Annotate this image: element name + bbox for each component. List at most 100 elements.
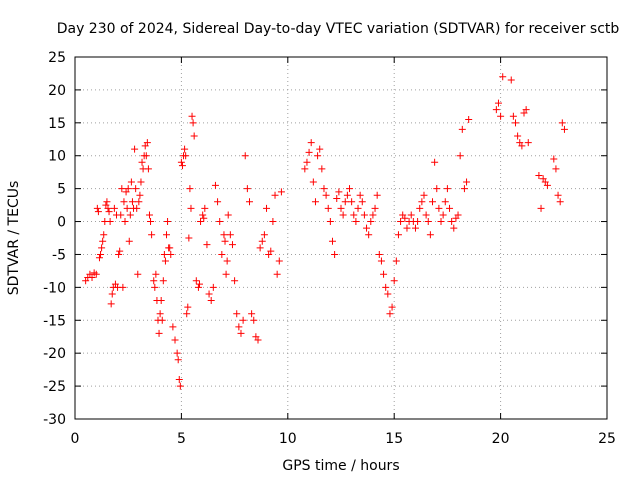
- data-point: [197, 218, 205, 226]
- data-point: [371, 204, 379, 212]
- x-tick-label: 25: [598, 431, 616, 447]
- data-point: [248, 310, 256, 318]
- data-point: [324, 204, 332, 212]
- data-point: [382, 283, 390, 291]
- x-tick-label: 10: [279, 431, 297, 447]
- data-point: [458, 125, 466, 133]
- data-point: [275, 257, 283, 265]
- data-point: [499, 73, 507, 81]
- data-point: [373, 191, 381, 199]
- data-point: [339, 211, 347, 219]
- y-tick-label: 10: [48, 149, 66, 165]
- data-point: [269, 218, 277, 226]
- data-point: [267, 247, 275, 255]
- data-point: [226, 231, 234, 239]
- y-tick-label: 0: [57, 215, 66, 231]
- data-point: [192, 277, 200, 285]
- data-point: [107, 300, 115, 308]
- data-point: [431, 158, 439, 166]
- data-point: [159, 277, 167, 285]
- data-point: [128, 198, 136, 206]
- data-point: [157, 297, 165, 305]
- data-point: [524, 139, 532, 147]
- data-point: [550, 155, 558, 163]
- data-point: [443, 185, 451, 193]
- data-point: [239, 316, 247, 324]
- data-point: [131, 145, 139, 153]
- data-point: [277, 188, 285, 196]
- data-point: [560, 125, 568, 133]
- data-point: [350, 211, 358, 219]
- data-point: [186, 185, 194, 193]
- data-point: [437, 218, 445, 226]
- data-point: [163, 231, 171, 239]
- data-point: [166, 244, 174, 252]
- data-point: [148, 231, 156, 239]
- data-point: [214, 198, 222, 206]
- data-point: [121, 218, 129, 226]
- data-point: [435, 204, 443, 212]
- x-axis-ticks: 0 5 10 15 20 25: [71, 57, 616, 447]
- data-point: [301, 165, 309, 173]
- data-point: [418, 198, 426, 206]
- data-point: [147, 218, 155, 226]
- data-point: [223, 257, 231, 265]
- data-point: [439, 211, 447, 219]
- data-point: [454, 211, 462, 219]
- data-point: [94, 208, 102, 216]
- data-point: [152, 270, 160, 278]
- data-point: [194, 283, 202, 291]
- y-tick-label: 25: [48, 50, 66, 66]
- data-point: [181, 145, 189, 153]
- data-point: [307, 139, 315, 147]
- data-point: [314, 152, 322, 160]
- data-point: [135, 198, 143, 206]
- data-point: [221, 237, 229, 245]
- data-point: [120, 198, 128, 206]
- data-point: [397, 218, 405, 226]
- data-point: [352, 218, 360, 226]
- data-point: [173, 349, 181, 357]
- y-tick-label: -25: [43, 379, 66, 395]
- data-point: [492, 106, 500, 114]
- data-point: [326, 218, 334, 226]
- data-point: [127, 178, 135, 186]
- data-point: [411, 224, 419, 232]
- data-point: [132, 185, 140, 193]
- data-point: [446, 204, 454, 212]
- data-point: [511, 119, 519, 127]
- data-point: [535, 171, 543, 179]
- data-point: [88, 273, 96, 281]
- data-points: [82, 73, 568, 390]
- data-point: [331, 250, 339, 258]
- data-point: [190, 132, 198, 140]
- data-point: [199, 211, 207, 219]
- data-point: [99, 237, 107, 245]
- data-point: [209, 283, 217, 291]
- y-axis-label: SDTVAR / TECUs: [6, 181, 22, 296]
- data-point: [182, 152, 190, 160]
- y-tick-label: 20: [48, 83, 66, 99]
- data-point: [354, 204, 362, 212]
- data-point: [183, 310, 191, 318]
- data-point: [392, 257, 400, 265]
- data-point: [134, 270, 142, 278]
- data-point: [363, 224, 371, 232]
- y-tick-label: -15: [43, 313, 66, 329]
- y-tick-label: -20: [43, 346, 66, 362]
- y-tick-label: -30: [43, 412, 66, 428]
- data-point: [556, 198, 564, 206]
- data-point: [188, 112, 196, 120]
- data-point: [518, 142, 526, 150]
- data-point: [117, 211, 125, 219]
- data-point: [98, 244, 106, 252]
- data-point: [118, 185, 126, 193]
- data-point: [509, 112, 517, 120]
- data-point: [95, 254, 103, 262]
- x-tick-label: 15: [385, 431, 403, 447]
- data-point: [245, 198, 253, 206]
- data-point: [137, 178, 145, 186]
- data-point: [100, 231, 108, 239]
- data-point: [119, 283, 127, 291]
- data-point: [105, 208, 113, 216]
